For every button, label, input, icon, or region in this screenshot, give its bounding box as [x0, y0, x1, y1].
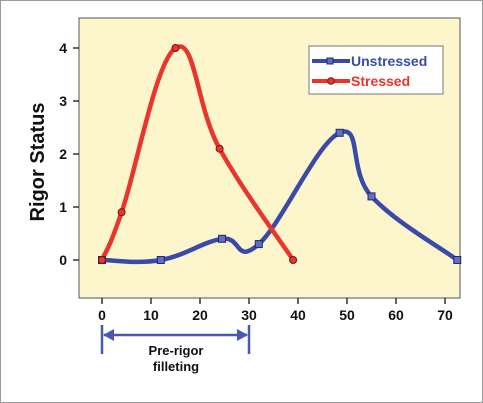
legend-box: [308, 45, 444, 95]
x-tick-label-30: 30: [241, 307, 257, 323]
y-axis-label: Rigor Status: [27, 103, 49, 222]
point-unstressed-2: [218, 234, 227, 243]
annotation-label-line1: Pre-rigor: [149, 343, 204, 358]
x-tick-label-0: 0: [98, 307, 106, 323]
x-tick-label-60: 60: [388, 307, 404, 323]
y-ticks: 0 1 2 3 4: [59, 40, 79, 268]
point-unstressed-5: [367, 192, 376, 201]
y-tick-label-0: 0: [59, 252, 67, 268]
x-tick-label-10: 10: [143, 307, 159, 323]
x-tick-label-20: 20: [192, 307, 208, 323]
legend-marker-stressed: [327, 77, 335, 85]
y-tick-label-1: 1: [59, 199, 67, 215]
series-markers: [98, 44, 462, 264]
x-tick-label-40: 40: [290, 307, 306, 323]
point-stressed-1: [117, 208, 126, 217]
annotation-arrow-left: [103, 329, 114, 341]
legend-marker-unstressed: [326, 57, 334, 65]
point-stressed-3: [215, 144, 224, 153]
legend-label-unstressed: Unstressed: [351, 53, 427, 69]
legend: Unstressed Stressed: [308, 45, 444, 95]
point-stressed-4: [289, 256, 298, 264]
x-tick-label-70: 70: [437, 307, 453, 323]
point-unstressed-6: [453, 256, 462, 264]
point-unstressed-1: [156, 256, 165, 264]
pre-rigor-annotation: [100, 325, 251, 354]
point-unstressed-3: [254, 240, 263, 249]
point-unstressed-4: [335, 128, 344, 137]
x-ticks: 0 10 20 30 40 50 60 70: [98, 298, 453, 323]
point-stressed-2: [171, 44, 180, 52]
legend-label-stressed: Stressed: [351, 73, 410, 89]
point-stressed-0: [98, 256, 106, 264]
x-tick-label-50: 50: [339, 307, 355, 323]
annotation-label-line2: filleting: [153, 359, 199, 374]
y-tick-label-2: 2: [59, 146, 67, 162]
annotation-arrow-right: [237, 329, 248, 341]
y-tick-label-3: 3: [59, 93, 67, 109]
y-tick-label-4: 4: [59, 40, 67, 56]
